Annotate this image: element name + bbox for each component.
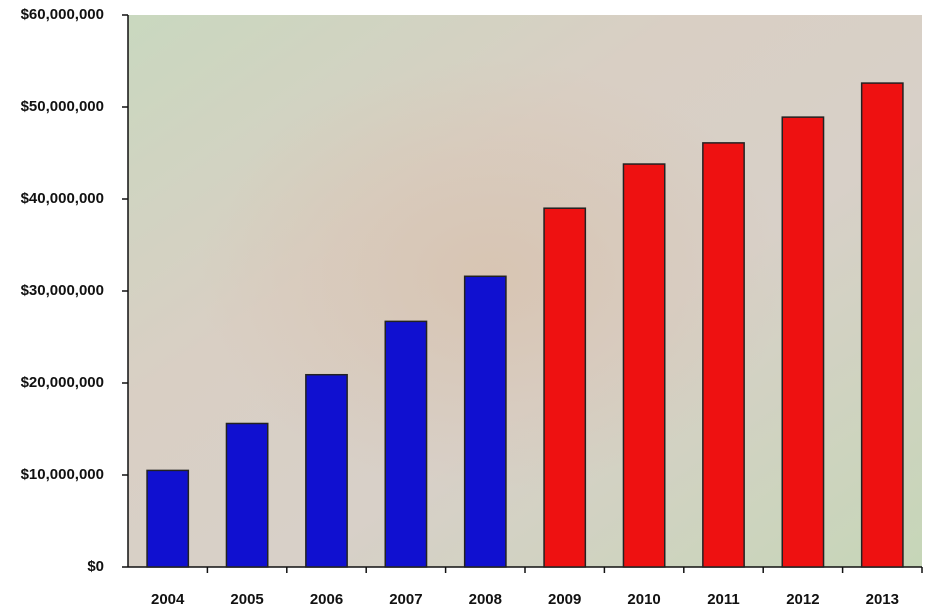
bar <box>622 163 666 568</box>
y-tick-label: $40,000,000 <box>21 190 104 207</box>
x-tick-label: 2010 <box>627 591 660 608</box>
bar <box>146 469 190 568</box>
x-tick-label: 2008 <box>469 591 502 608</box>
x-tick-label: 2009 <box>548 591 581 608</box>
x-tick-label: 2013 <box>866 591 899 608</box>
bar <box>384 320 428 568</box>
y-tick-label: $20,000,000 <box>21 374 104 391</box>
bar <box>860 82 904 568</box>
y-tick-label: $10,000,000 <box>21 466 104 483</box>
bar <box>463 275 507 568</box>
y-tick-label: $50,000,000 <box>21 98 104 115</box>
x-tick-label: 2004 <box>151 591 185 608</box>
x-tick-label: 2011 <box>707 591 740 608</box>
y-tick-label: $0 <box>87 558 104 575</box>
x-tick-label: 2007 <box>389 591 422 608</box>
background-photo <box>200 60 850 540</box>
x-tick-label: 2006 <box>310 591 343 608</box>
x-tick-label: 2005 <box>230 591 263 608</box>
bar <box>305 373 348 568</box>
x-tick-label: 2012 <box>786 591 819 608</box>
bar <box>543 207 587 568</box>
y-tick-label: $30,000,000 <box>21 282 104 299</box>
bar <box>702 142 745 568</box>
bar <box>781 116 825 568</box>
bar <box>225 422 269 568</box>
y-tick-label: $60,000,000 <box>21 6 104 23</box>
